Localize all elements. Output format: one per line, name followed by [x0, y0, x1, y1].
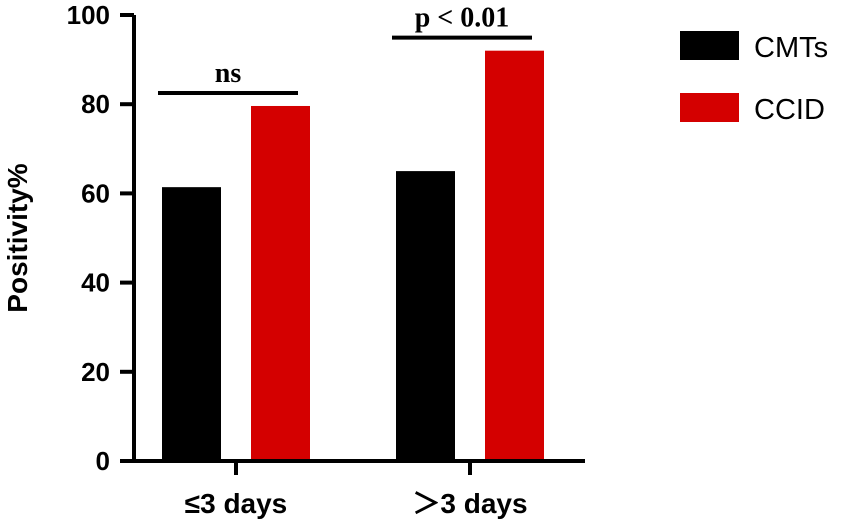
axes-group: [132, 15, 585, 463]
y-tick-label: 40: [81, 268, 110, 298]
bar-cmts-0: [162, 187, 221, 461]
bar-cmts-1: [396, 171, 455, 461]
y-ticks-group: 0 20 40 60 80 100: [67, 0, 134, 476]
legend-label-cmts: CMTs: [754, 32, 828, 64]
legend-label-ccid: CCID: [754, 94, 825, 126]
bars-group: [162, 50, 544, 462]
y-tick-label: 20: [81, 357, 110, 387]
y-tick-label: 60: [81, 178, 110, 208]
x-category-label: ＞3 days: [412, 488, 527, 519]
x-category-label: ≤3 days: [185, 488, 288, 519]
legend-swatch-ccid: [680, 93, 739, 122]
y-tick-label: 80: [81, 89, 110, 119]
y-tick-label: 100: [67, 0, 110, 30]
legend: CMTs CCID: [680, 31, 828, 126]
annotations-group: ns p < 0.01: [158, 3, 532, 95]
bar-ccid-0: [251, 105, 310, 461]
x-ticks-group: ≤3 days ＞3 days: [185, 461, 528, 519]
y-tick-label: 0: [96, 446, 110, 476]
y-axis-title: Positivity%: [2, 163, 33, 312]
significance-label: ns: [215, 58, 242, 89]
bar-ccid-1: [485, 50, 544, 462]
significance-label: p < 0.01: [415, 3, 510, 34]
legend-swatch-cmts: [680, 31, 739, 60]
